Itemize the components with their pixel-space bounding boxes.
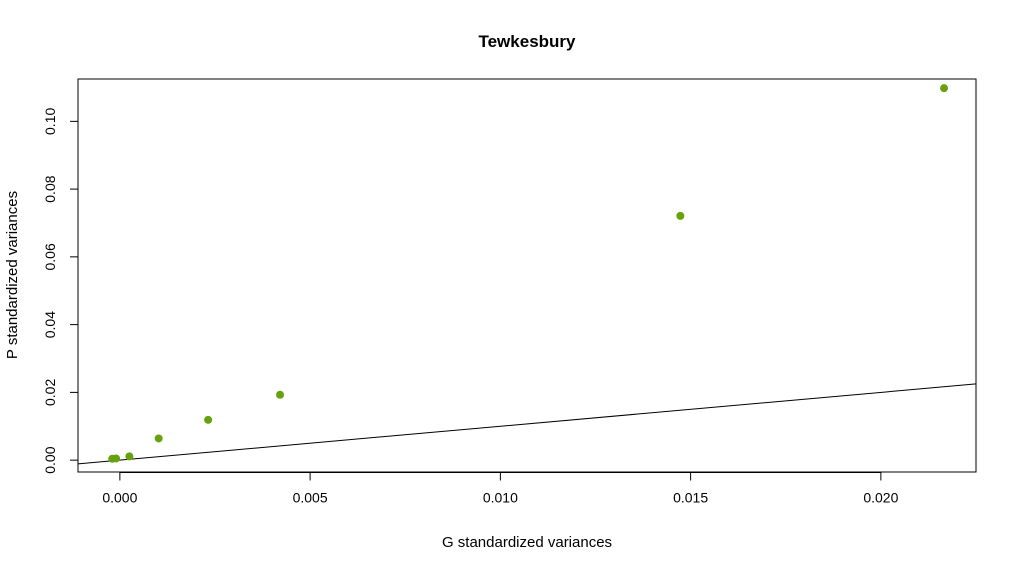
plot-area xyxy=(77,78,977,473)
x-axis: 0.000 0.005 0.010 0.015 0.020 xyxy=(102,472,899,506)
y-tick-label: 0.00 xyxy=(42,446,58,473)
reference-line xyxy=(78,383,976,465)
y-tick-label: 0.04 xyxy=(42,311,58,338)
data-point xyxy=(676,211,685,220)
data-point xyxy=(276,390,285,399)
plot-frame xyxy=(77,78,977,473)
x-tick-label: 0.010 xyxy=(483,490,518,506)
data-point xyxy=(940,84,949,93)
x-tick-label: 0.000 xyxy=(102,490,137,506)
data-point xyxy=(154,434,163,443)
x-tick-label: 0.005 xyxy=(293,490,328,506)
data-point xyxy=(112,454,121,463)
y-axis-label: P standardized variances xyxy=(4,191,21,359)
y-tick-label: 0.10 xyxy=(42,108,58,135)
data-point xyxy=(125,452,134,461)
x-axis-label: G standardized variances xyxy=(442,534,612,551)
data-point xyxy=(204,415,213,424)
x-tick-label: 0.020 xyxy=(863,490,898,506)
y-tick-label: 0.08 xyxy=(42,175,58,202)
y-tick-label: 0.06 xyxy=(42,243,58,270)
y-axis: 0.00 0.02 0.04 0.06 0.08 0.10 xyxy=(42,108,79,474)
x-tick-label: 0.015 xyxy=(673,490,708,506)
y-tick-label: 0.02 xyxy=(42,379,58,406)
chart-title: Tewkesbury xyxy=(478,32,576,51)
